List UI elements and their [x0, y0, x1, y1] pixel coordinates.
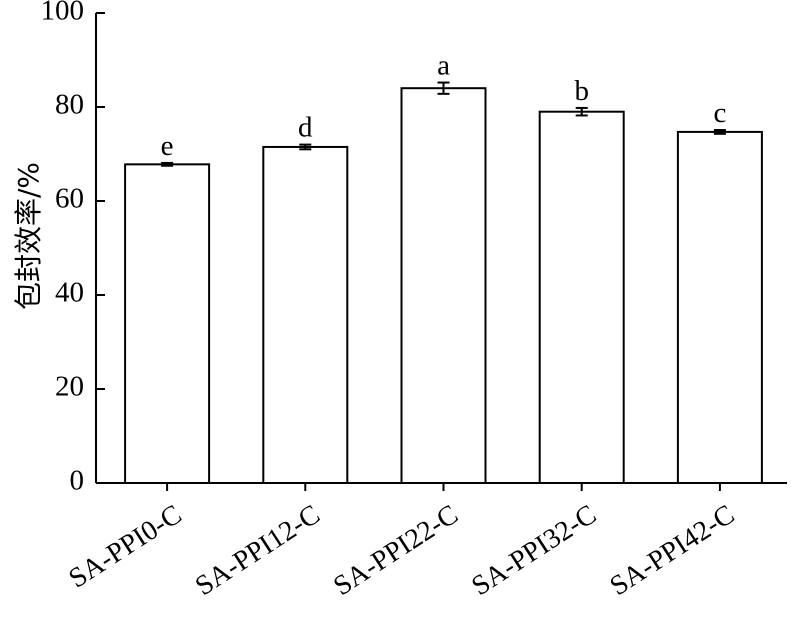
x-category-label: SA-PPI32-C: [466, 499, 602, 602]
y-tick-label: 20: [55, 371, 84, 403]
significance-label: a: [437, 50, 450, 82]
bar: [400, 87, 487, 484]
y-tick-label: 0: [70, 465, 85, 497]
significance-label: e: [161, 130, 174, 162]
significance-label: c: [713, 97, 726, 129]
x-category-label: SA-PPI42-C: [605, 499, 741, 602]
y-axis-label: 包封效率/%: [12, 162, 45, 310]
y-axis: 0 20 40 60 80 100: [41, 0, 105, 497]
y-tick-label: 60: [55, 183, 84, 215]
bar: [676, 130, 763, 484]
y-tick-label: 80: [55, 89, 84, 121]
bar: [538, 110, 625, 484]
significance-label: d: [298, 112, 313, 144]
plot-area: e d a b c: [124, 50, 763, 484]
x-axis: SA-PPI0-C SA-PPI12-C SA-PPI22-C SA-PPI32-C S…: [63, 482, 787, 602]
x-category-label: SA-PPI22-C: [328, 499, 464, 602]
x-category-label: SA-PPI0-C: [63, 499, 187, 594]
bar: [124, 163, 211, 484]
x-category-label: SA-PPI12-C: [190, 499, 326, 602]
y-tick-label: 40: [55, 277, 84, 309]
bar: [262, 145, 349, 484]
y-tick-label: 100: [41, 0, 85, 27]
significance-label: b: [574, 75, 589, 107]
